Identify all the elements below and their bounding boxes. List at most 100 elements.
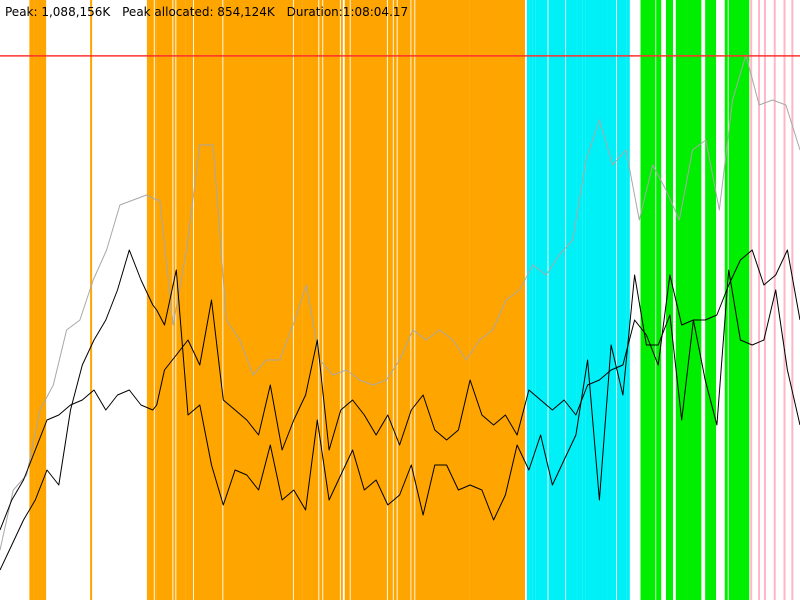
event-band-pink-3: [773, 0, 776, 600]
event-band-cyan-18: [576, 0, 582, 600]
event-band-orange-87: [387, 0, 393, 600]
event-band-cyan-3: [535, 0, 541, 600]
event-band-orange-59: [282, 0, 288, 600]
event-band-green-30: [746, 0, 750, 600]
series-lines: [0, 54, 800, 571]
event-band-cyan-6: [544, 0, 548, 600]
event-band-cyan-19: [579, 0, 583, 600]
event-bands: [29, 0, 794, 600]
event-band-orange-129: [515, 0, 521, 600]
event-band-orange-93: [415, 0, 421, 600]
event-band-green-13: [681, 0, 687, 600]
event-band-orange-92: [411, 0, 415, 600]
event-band-cyan-4: [538, 0, 544, 600]
event-band-green-28: [739, 0, 745, 600]
event-band-orange-25: [188, 0, 194, 600]
event-band-cyan-0: [526, 0, 530, 600]
event-band-orange-67: [312, 0, 318, 600]
event-band-orange-46: [240, 0, 246, 600]
event-band-green-7: [656, 0, 662, 600]
event-band-orange-6: [41, 0, 47, 600]
event-band-green-26: [733, 0, 737, 600]
event-band-cyan-2: [532, 0, 536, 600]
series-line-0: [0, 54, 800, 551]
event-band-orange-10: [150, 0, 154, 600]
event-band-orange-57: [275, 0, 281, 600]
event-band-orange-64: [302, 0, 308, 600]
event-band-orange-35: [211, 0, 217, 600]
event-band-cyan-35: [626, 0, 630, 600]
event-band-pink-0: [750, 0, 753, 600]
event-band-cyan-15: [568, 0, 574, 600]
event-band-orange-23: [182, 0, 186, 600]
event-band-orange-82: [370, 0, 376, 600]
peak-allocated-label: Peak allocated: 854,124K: [122, 5, 275, 19]
event-band-cyan-28: [604, 0, 608, 600]
event-band-cyan-30: [610, 0, 616, 600]
event-band-orange-24: [185, 0, 191, 600]
stats-header: Peak: 1,088,156K Peak allocated: 854,124…: [5, 4, 416, 20]
event-band-orange-45: [237, 0, 243, 600]
series-line-2: [0, 249, 800, 531]
event-band-orange-49: [250, 0, 256, 600]
event-band-orange-19: [173, 0, 176, 600]
event-band-orange-104: [448, 0, 454, 600]
event-band-orange-22: [179, 0, 185, 600]
event-band-orange-115: [480, 0, 486, 600]
event-band-orange-40: [225, 0, 231, 600]
event-band-cyan-16: [570, 0, 576, 600]
event-band-orange-75: [340, 0, 343, 600]
event-band-orange-105: [452, 0, 458, 600]
event-band-green-29: [742, 0, 748, 600]
series-line-1: [0, 249, 800, 571]
event-band-orange-0: [29, 0, 35, 600]
event-band-orange-84: [378, 0, 384, 600]
event-band-cyan-13: [562, 0, 566, 600]
event-band-orange-123: [497, 0, 503, 600]
event-band-pink-1: [758, 0, 761, 600]
event-band-orange-128: [512, 0, 518, 600]
event-band-cyan-1: [529, 0, 533, 600]
event-band-orange-94: [419, 0, 425, 600]
event-band-orange-95: [423, 0, 429, 600]
event-band-orange-100: [436, 0, 442, 600]
event-band-cyan-32: [617, 0, 623, 600]
event-band-green-18: [696, 0, 702, 600]
event-band-pink-5: [791, 0, 794, 600]
event-band-orange-102: [442, 0, 448, 600]
event-band-orange-106: [456, 0, 462, 600]
event-band-orange-91: [405, 0, 411, 600]
event-band-orange-11: [154, 0, 157, 600]
event-band-orange-110: [469, 0, 475, 600]
event-band-orange-126: [506, 0, 512, 600]
event-band-green-14: [686, 0, 692, 600]
event-band-green-17: [693, 0, 699, 600]
event-band-orange-127: [509, 0, 515, 600]
event-band-cyan-21: [585, 0, 591, 600]
event-band-orange-47: [243, 0, 249, 600]
event-band-orange-73: [332, 0, 338, 600]
event-band-orange-41: [228, 0, 234, 600]
event-band-orange-60: [285, 0, 291, 600]
event-band-orange-31: [201, 0, 207, 600]
event-band-cyan-34: [623, 0, 627, 600]
event-band-green-22: [712, 0, 716, 600]
peak-label: Peak: 1,088,156K: [5, 5, 111, 19]
event-band-orange-88: [393, 0, 397, 600]
event-band-cyan-23: [591, 0, 595, 600]
event-band-orange-62: [293, 0, 299, 600]
event-band-orange-63: [297, 0, 303, 600]
event-band-orange-58: [278, 0, 284, 600]
event-band-orange-61: [287, 0, 293, 600]
event-band-green-6: [652, 0, 656, 600]
event-band-orange-37: [216, 0, 222, 600]
event-band-orange-72: [330, 0, 336, 600]
event-band-orange-16: [162, 0, 168, 600]
event-band-green-27: [736, 0, 742, 600]
event-band-orange-12: [156, 0, 160, 600]
event-band-orange-48: [246, 0, 252, 600]
event-band-orange-70: [323, 0, 329, 600]
event-band-green-25: [730, 0, 736, 600]
